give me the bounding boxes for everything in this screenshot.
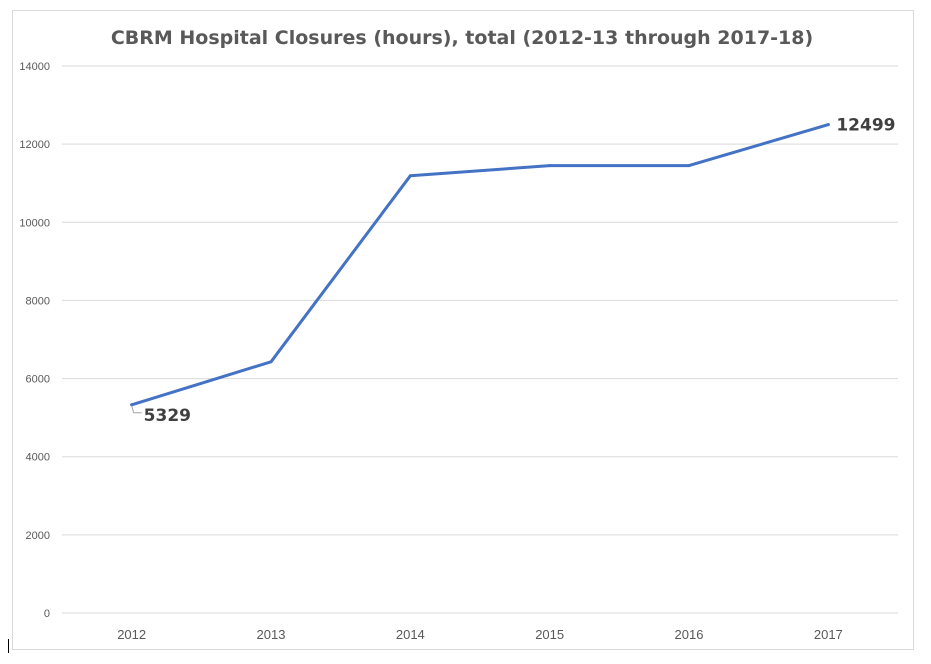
- leader-line: [131, 405, 142, 414]
- data-point: [826, 123, 830, 127]
- y-tick-label: 14000: [19, 61, 50, 73]
- data-point: [687, 164, 691, 168]
- data-point: [548, 164, 552, 168]
- y-tick-label: 10000: [19, 217, 50, 229]
- chart-frame: [12, 10, 914, 650]
- y-tick-label: 8000: [26, 295, 50, 307]
- y-tick-label: 12000: [19, 139, 50, 151]
- x-tick-label: 2017: [814, 627, 843, 642]
- x-tick-label: 2012: [117, 627, 146, 642]
- x-tick-label: 2013: [257, 627, 286, 642]
- x-tick-label: 2014: [396, 627, 425, 642]
- text-cursor: [8, 639, 9, 653]
- data-label: 12499: [836, 116, 895, 136]
- y-tick-label: 0: [44, 608, 50, 620]
- data-labels: 5329 12499: [131, 116, 895, 426]
- data-point: [408, 174, 412, 178]
- x-tick-label: 2016: [675, 627, 704, 642]
- y-axis-ticks: 0 2000 4000 6000 8000 10000 12000 14000: [19, 61, 50, 620]
- series-layer: [130, 123, 830, 407]
- x-axis-ticks: 2012 2013 2014 2015 2016 2017: [117, 627, 843, 642]
- data-point: [269, 360, 273, 364]
- y-tick-label: 2000: [26, 530, 50, 542]
- y-tick-label: 4000: [26, 452, 50, 464]
- data-point: [130, 403, 134, 407]
- gridlines: [62, 65, 898, 614]
- y-tick-label: 6000: [26, 374, 50, 386]
- data-label: 5329: [144, 406, 191, 426]
- x-tick-label: 2015: [535, 627, 564, 642]
- series-line: [130, 123, 830, 407]
- chart-title: CBRM Hospital Closures (hours), total (2…: [111, 27, 813, 49]
